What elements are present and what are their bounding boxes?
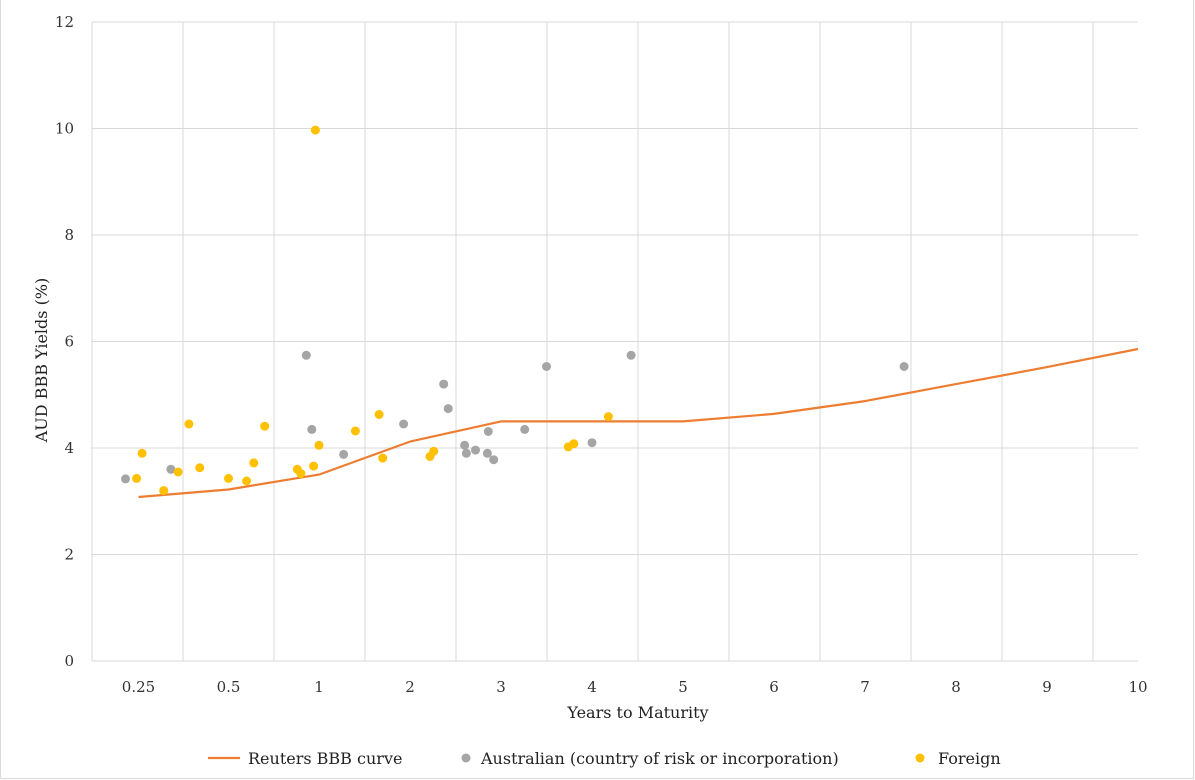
y-axis-ticks: 0 2 4 6 8 10 12: [55, 13, 74, 670]
foreign-point: [132, 473, 142, 483]
legend-dot-foreign: [915, 753, 925, 763]
legend-dot-australian: [461, 753, 471, 763]
australian-point: [471, 445, 480, 455]
foreign-point: [159, 486, 169, 496]
curve-layer: [138, 347, 1139, 499]
x-axis-ticks: 0.25 0.5 1 2 3 4 5 6 7 8 9 10: [122, 678, 1148, 696]
foreign-point: [350, 426, 360, 436]
foreign-point: [296, 469, 306, 479]
legend-item-foreign[interactable]: Foreign: [915, 749, 1001, 768]
australian-point: [520, 424, 530, 434]
australian-point: [482, 448, 492, 458]
foreign-point: [569, 439, 579, 449]
x-tick-label: 5: [678, 678, 688, 696]
y-axis-title: AUD BBB Yields (%): [32, 278, 51, 444]
x-axis-title: Years to Maturity: [566, 703, 708, 722]
x-tick-label: 1: [314, 678, 324, 696]
x-tick-label: 8: [951, 678, 961, 696]
australian-point: [483, 427, 493, 436]
foreign-point: [137, 448, 147, 458]
y-tick-label: 6: [64, 333, 74, 351]
foreign-point: [314, 440, 324, 450]
y-tick-label: 12: [55, 13, 74, 31]
foreign-point: [249, 458, 259, 468]
foreign-point: [309, 461, 319, 471]
australian-point: [301, 350, 311, 360]
x-tick-label: 0.5: [217, 678, 241, 696]
australian-point: [443, 404, 453, 414]
y-tick-label: 10: [55, 120, 74, 138]
australian-point: [587, 438, 597, 448]
australian-point: [542, 362, 551, 371]
australian-point: [166, 464, 176, 474]
x-tick-label: 0.25: [122, 678, 155, 696]
foreign-point: [603, 412, 613, 422]
australian-point: [399, 419, 409, 429]
foreign-point: [195, 463, 205, 473]
x-tick-label: 3: [496, 678, 506, 696]
y-tick-label: 8: [64, 226, 74, 244]
x-tick-label: 2: [405, 678, 415, 696]
legend-label-australian: Australian (country of risk or incorpora…: [480, 749, 839, 768]
legend-label-foreign: Foreign: [938, 749, 1001, 768]
australian-point: [121, 474, 130, 484]
x-tick-label: 10: [1128, 678, 1147, 696]
foreign-point: [173, 467, 183, 477]
x-tick-label: 7: [860, 678, 870, 696]
australian-point: [460, 440, 470, 450]
legend-label-curve: Reuters BBB curve: [248, 749, 402, 768]
y-tick-label: 0: [64, 652, 74, 670]
australian-point: [339, 449, 349, 459]
foreign-point: [184, 419, 194, 429]
foreign-point: [429, 446, 439, 456]
foreign-point: [242, 476, 252, 486]
gridlines: [91, 21, 1138, 662]
foreign-point: [310, 125, 320, 135]
legend: Reuters BBB curve Australian (country of…: [208, 749, 1001, 768]
foreign-point: [260, 421, 270, 431]
y-tick-label: 2: [64, 546, 74, 564]
x-tick-label: 9: [1042, 678, 1052, 696]
australian-point: [899, 362, 909, 371]
reuters-bbb-curve-line: [138, 347, 1139, 499]
foreign-point: [378, 453, 388, 463]
foreign-point: [224, 473, 233, 483]
legend-item-curve[interactable]: Reuters BBB curve: [208, 749, 402, 768]
y-tick-label: 4: [64, 439, 74, 457]
australian-point: [626, 350, 636, 360]
points-layer: [121, 125, 909, 496]
australian-point: [461, 448, 471, 458]
australian-point: [439, 379, 449, 389]
x-tick-label: 4: [587, 678, 597, 696]
x-tick-label: 6: [769, 678, 779, 696]
legend-item-australian[interactable]: Australian (country of risk or incorpora…: [461, 749, 839, 768]
foreign-point: [374, 410, 384, 419]
australian-point: [307, 424, 317, 434]
australian-point: [489, 455, 499, 465]
